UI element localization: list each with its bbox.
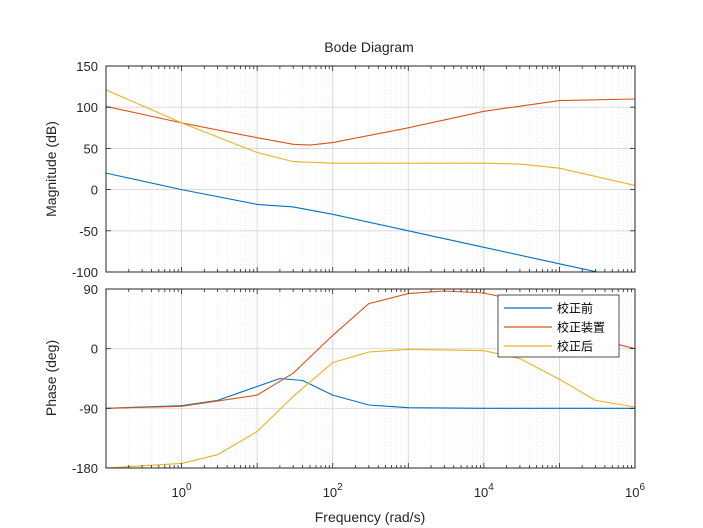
- legend-box: [497, 294, 620, 358]
- xtick-label: 106: [625, 482, 645, 500]
- phase-ylabel: Phase (deg): [43, 340, 59, 416]
- xtick-label: 102: [323, 482, 343, 500]
- magnitude-plot-area: [106, 66, 635, 272]
- legend-label-1: 校正前: [557, 301, 593, 316]
- magnitude-line-3: [106, 89, 635, 187]
- xtick-label: 100: [172, 482, 192, 500]
- magnitude-ytick-label: -50: [79, 224, 98, 239]
- magnitude-tick-marks: [105, 65, 635, 273]
- magnitude-ytick-label: 100: [76, 100, 98, 115]
- phase-ytick-label: -90: [79, 401, 98, 416]
- phase-axes-box: [105, 288, 636, 469]
- xtick-label: 104: [474, 482, 494, 500]
- phase-ytick-label: -180: [72, 461, 98, 476]
- chart-title: Bode Diagram: [324, 39, 414, 55]
- magnitude-line-2: [106, 98, 635, 146]
- x-axis-label: Frequency (rad/s): [315, 509, 425, 525]
- phase-ytick-label: 0: [91, 342, 98, 357]
- magnitude-ytick-label: 50: [84, 141, 98, 156]
- legend-label-3: 校正后: [557, 339, 593, 354]
- phase-tick-marks: [105, 288, 635, 469]
- magnitude-ytick-label: -100: [72, 265, 98, 280]
- magnitude-ytick-label: 150: [76, 59, 98, 74]
- magnitude-series: [106, 89, 635, 272]
- legend-label-2: 校正装置: [557, 320, 605, 335]
- magnitude-axes-box: [105, 65, 636, 273]
- phase-line-3: [106, 348, 635, 468]
- phase-ytick-labels: -180 -90 0 90: [72, 282, 98, 476]
- phase-line-1: [106, 377, 635, 409]
- magnitude-ytick-labels: -100 -50 0 50 100 150: [72, 59, 98, 280]
- magnitude-line-1: [106, 172, 600, 272]
- magnitude-axes: -100 -50 0 50 100 150 Magnitude (dB): [43, 59, 636, 280]
- phase-ytick-label: 90: [84, 282, 98, 297]
- magnitude-ytick-label: 0: [91, 183, 98, 198]
- magnitude-ylabel: Magnitude (dB): [43, 121, 59, 217]
- x-tick-labels: 100 102 104 106: [172, 482, 646, 500]
